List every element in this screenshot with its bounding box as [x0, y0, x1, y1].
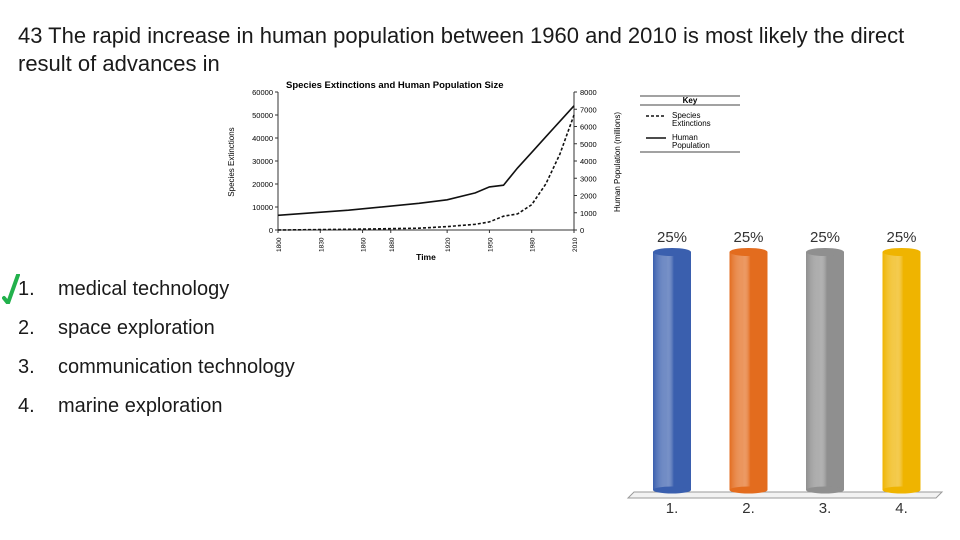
key-title: Key	[683, 96, 698, 105]
result-category-label: 3.	[819, 500, 832, 517]
left-tick-label: 20000	[252, 180, 273, 189]
right-tick-label: 2000	[580, 192, 597, 201]
result-bar-cap-1	[653, 248, 691, 256]
right-tick-label: 0	[580, 226, 584, 235]
left-axis-label: Species Extinctions	[227, 127, 236, 196]
graph-key: Key Species Extinctions Human Population	[640, 95, 740, 153]
answer-label: medical technology	[58, 278, 230, 300]
population-series-line	[277, 105, 575, 217]
x-tick-label: 1880	[389, 237, 396, 252]
result-bar-base-3	[806, 486, 844, 494]
result-percent-label: 25%	[657, 229, 687, 246]
check-mark-icon	[2, 274, 20, 304]
answer-number: 2.	[18, 317, 35, 339]
answer-number: 1.	[18, 278, 35, 300]
key-extinctions-label-1: Species	[672, 111, 700, 120]
left-tick-label: 30000	[252, 157, 273, 166]
right-tick-label: 6000	[580, 123, 597, 132]
answer-number: 4.	[18, 395, 35, 417]
result-bar-base-1	[653, 486, 691, 494]
result-percent-label: 25%	[886, 229, 916, 246]
result-category-label: 4.	[895, 500, 908, 517]
key-population-label-1: Human	[672, 133, 698, 142]
x-tick-label: 1830	[318, 237, 325, 252]
result-bar-shine-2	[729, 252, 768, 490]
answer-label: communication technology	[58, 356, 295, 378]
result-bar-cap-2	[729, 248, 768, 256]
left-tick-label: 10000	[252, 203, 273, 212]
answer-option-4[interactable]: 4. marine exploration	[18, 389, 295, 428]
answer-label: space exploration	[58, 317, 215, 339]
result-category-label: 2.	[742, 500, 755, 517]
question-text: 43 The rapid increase in human populatio…	[18, 23, 905, 76]
right-tick-label: 8000	[580, 88, 597, 97]
right-tick-label: 7000	[580, 105, 597, 114]
answer-option-1[interactable]: 1. medical technology	[2, 272, 295, 311]
result-bar-base-4	[882, 486, 921, 494]
result-percent-label: 25%	[810, 229, 840, 246]
right-tick-label: 5000	[580, 140, 597, 149]
x-tick-label: 2010	[572, 237, 579, 252]
key-population-label-2: Population	[672, 141, 710, 150]
extinction-population-graph: Species Extinctions and Human Population…	[227, 80, 740, 262]
left-tick-label: 50000	[252, 111, 273, 120]
right-tick-label: 1000	[580, 209, 597, 218]
graph-title: Species Extinctions and Human Population…	[286, 80, 503, 91]
left-tick-label: 0	[269, 226, 273, 235]
answer-list: 1. medical technology 2. space explorati…	[2, 272, 295, 428]
result-percent-label: 25%	[733, 229, 763, 246]
x-tick-label: 1860	[361, 237, 368, 252]
x-tick-label: 1920	[445, 237, 452, 252]
result-bar-cap-4	[882, 248, 921, 256]
result-category-label: 1.	[666, 500, 679, 517]
left-tick-label: 40000	[252, 134, 273, 143]
result-bar-base-2	[729, 486, 768, 494]
left-tick-label: 60000	[252, 88, 273, 97]
right-tick-label: 3000	[580, 174, 597, 183]
answer-label: marine exploration	[58, 395, 223, 417]
x-tick-label: 1800	[276, 237, 283, 252]
key-extinctions-label-2: Extinctions	[672, 119, 711, 128]
x-tick-label: 1980	[530, 237, 537, 252]
response-results-chart: 25% 1. 25% 2. 25% 3. 25% 4.	[626, 229, 944, 517]
x-tick-label: 1950	[487, 237, 494, 252]
result-bar-shine-1	[653, 252, 691, 490]
right-tick-label: 4000	[580, 157, 597, 166]
result-bar-shine-3	[806, 252, 844, 490]
answer-option-2[interactable]: 2. space exploration	[18, 311, 295, 350]
answer-option-3[interactable]: 3. communication technology	[18, 350, 295, 389]
result-bar-shine-4	[882, 252, 921, 490]
right-axis-label: Human Population (millions)	[613, 112, 622, 212]
x-axis-label: Time	[416, 252, 436, 262]
result-bar-cap-3	[806, 248, 844, 256]
answer-number: 3.	[18, 356, 35, 378]
